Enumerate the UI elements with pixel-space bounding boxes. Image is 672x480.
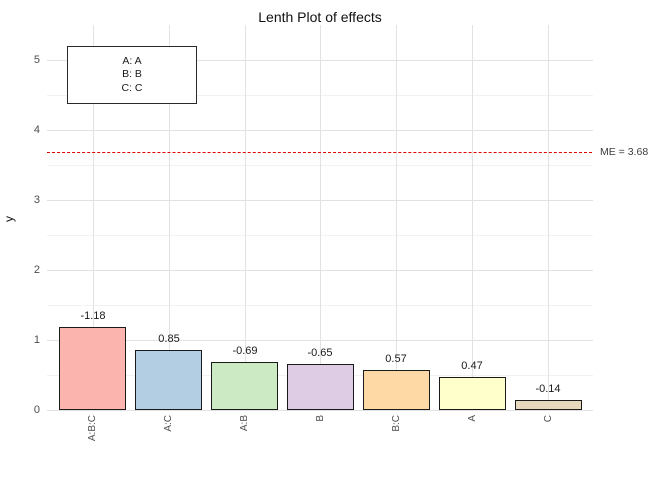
gridline-vertical <box>245 25 246 410</box>
x-axis-tick-label: B <box>315 415 326 422</box>
gridline-vertical <box>320 25 321 410</box>
y-axis-tick-label: 0 <box>33 404 40 416</box>
effect-bar <box>515 400 582 410</box>
margin-of-error-line <box>47 152 592 153</box>
gridline-vertical <box>93 25 94 410</box>
effect-bar <box>287 364 354 410</box>
bar-value-label: 0.47 <box>461 360 483 372</box>
x-axis-tick-label: A:B <box>239 415 250 432</box>
chart-title: Lenth Plot of effects <box>258 9 382 25</box>
legend-entry: C: C <box>121 81 143 94</box>
effect-bar <box>363 370 430 410</box>
x-axis-tick-label: C <box>543 415 554 423</box>
x-axis-tick-label: B:C <box>391 415 402 432</box>
y-axis-title: y <box>2 216 16 222</box>
x-axis-tick-label: A <box>467 415 478 422</box>
effect-bar <box>59 327 126 410</box>
gridline-horizontal-major <box>47 410 593 411</box>
y-axis-tick-label: 2 <box>33 264 40 276</box>
gridline-vertical <box>169 25 170 410</box>
legend-entry: B: B <box>122 68 142 81</box>
bar-value-label: 0.57 <box>385 353 407 365</box>
x-axis-tick-label: A:C <box>163 415 174 432</box>
y-axis-tick-label: 1 <box>33 334 40 346</box>
y-axis-tick-label: 3 <box>33 194 40 206</box>
bar-value-label: -0.14 <box>535 383 561 395</box>
bar-value-label: -0.69 <box>232 345 258 357</box>
legend-entry: A: A <box>122 54 142 67</box>
bar-value-label: 0.85 <box>158 333 180 345</box>
x-axis-tick-label: A:B:C <box>87 415 98 442</box>
y-axis-tick-label: 5 <box>33 54 40 66</box>
y-axis-tick-label: 4 <box>33 124 40 136</box>
legend-box: A: A B: B C: C <box>67 46 197 104</box>
effect-bar <box>135 350 202 410</box>
effect-bar <box>211 362 278 410</box>
gridline-vertical <box>548 25 549 410</box>
plot-panel: -1.18 0.85 -0.69 -0.65 0.57 0.47 -0.14 <box>47 25 593 411</box>
margin-of-error-label: ME = 3.68 <box>600 146 649 158</box>
effect-bar <box>439 377 506 410</box>
bar-value-label: -0.65 <box>307 347 333 359</box>
bar-value-label: -1.18 <box>80 310 106 322</box>
gridline-vertical <box>472 25 473 410</box>
gridline-vertical <box>396 25 397 410</box>
